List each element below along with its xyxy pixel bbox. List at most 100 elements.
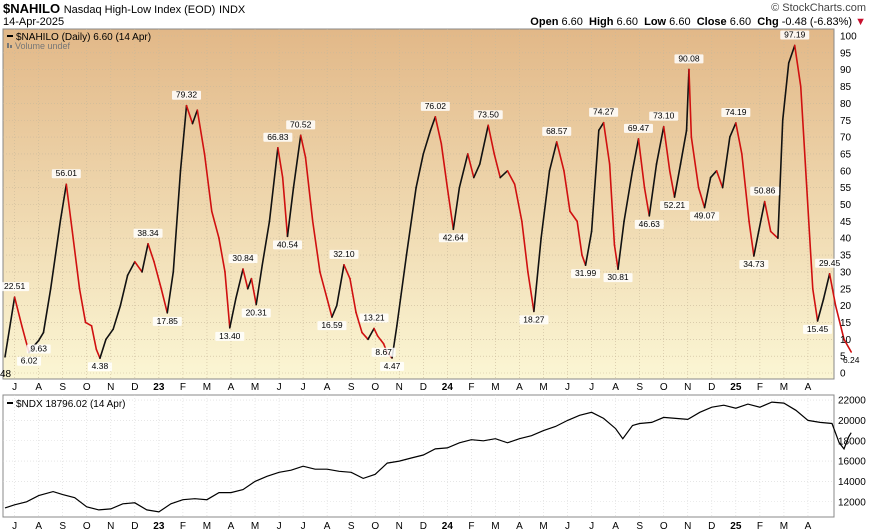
nahilo-segment [506, 170, 516, 186]
nahilo-segment [533, 237, 542, 313]
value-label-bg [420, 101, 450, 111]
value-label: 31.99 [571, 268, 601, 279]
x-tick-label: M [780, 382, 788, 393]
value-label-bg [172, 90, 202, 100]
open-label: Open [530, 16, 559, 28]
nahilo-segment [196, 109, 206, 155]
x-tick-label: J [589, 382, 594, 393]
value-label-text: 32.10 [333, 249, 355, 259]
nahilo-segment [42, 287, 52, 334]
index-name: Nasdaq High-Low Index (EOD) [63, 4, 216, 16]
ndx-y-axis: 12000 14000 16000 18000 20000 22000 [838, 396, 866, 509]
main-legend-title: $NAHILO (Daily) 6.60 (14 Apr) [16, 32, 151, 43]
x-tick-label: 24 [442, 521, 454, 532]
x-tick-label: S [348, 521, 355, 532]
value-label-bg [803, 324, 833, 334]
value-label: 15.45 [803, 324, 833, 334]
y-tick-label: 35 [840, 251, 852, 262]
nahilo-segment [13, 296, 23, 327]
x-tick-label: O [83, 521, 91, 532]
value-label: 42.64 [438, 232, 468, 243]
value-label-bg [359, 313, 389, 323]
nahilo-segment [304, 156, 314, 223]
nahilo-segment [112, 304, 122, 330]
x-tick-label: N [396, 382, 403, 393]
nahilo-segment [191, 109, 199, 125]
nahilo-segment [715, 170, 724, 189]
nahilo-segment [405, 186, 417, 256]
value-label: 17.85 [152, 316, 182, 326]
nahilo-segment [247, 277, 253, 290]
value-label-text: 56.01 [56, 168, 78, 178]
x-tick-label: A [35, 382, 42, 393]
nahilo-segment [415, 153, 425, 189]
x-tick-label: A [612, 521, 619, 532]
value-label: 29.45 [815, 258, 845, 268]
nahilo-segment [757, 200, 766, 233]
nahilo-segment [95, 348, 101, 360]
nahilo-segment [281, 176, 289, 238]
value-label: 32.10 [329, 249, 359, 259]
nahilo-segment [466, 153, 475, 179]
x-tick-label: 25 [730, 382, 742, 393]
nahilo-segment [299, 134, 307, 159]
value-label-bg [473, 110, 503, 120]
y-tick-label: 16000 [838, 457, 866, 468]
value-label: 56.01 [51, 168, 81, 179]
value-label: 69.47 [623, 123, 653, 133]
x-tick-label: 25 [730, 521, 742, 532]
value-label-text: 97.19 [784, 29, 806, 39]
x-tick-label: J [565, 521, 570, 532]
value-label-bg [739, 259, 769, 269]
ndx-line [4, 401, 852, 513]
y-tick-label: 45 [840, 217, 852, 228]
y-tick-label: 85 [840, 82, 852, 93]
value-label-bg [371, 347, 396, 357]
value-label-bg [215, 331, 245, 341]
value-label: 38.34 [133, 228, 163, 238]
x-tick-label: A [228, 382, 235, 393]
nahilo-segment [71, 230, 81, 290]
nahilo-segment [690, 136, 700, 189]
nahilo-segment [816, 298, 825, 322]
nahilo-segment [569, 210, 578, 223]
nahilo-segment [210, 210, 220, 239]
nahilo-segment [548, 141, 558, 172]
y-tick-label: 15 [840, 318, 852, 329]
nahilo-segment [153, 260, 163, 290]
x-tick-label: J [277, 521, 282, 532]
close-label: Close [696, 16, 727, 28]
nahilo-segment [805, 186, 814, 290]
nahilo-segment [741, 153, 750, 223]
x-tick-label: O [660, 521, 668, 532]
nahilo-segment [631, 138, 640, 172]
value-label-text: 6.02 [21, 356, 38, 366]
x-tick-label: M [491, 382, 499, 393]
value-label-text: 52.21 [664, 200, 686, 210]
value-label-bg [623, 123, 653, 133]
value-label-text: 79.32 [176, 90, 198, 100]
nahilo-segment [179, 104, 188, 172]
x-tick-label: M [780, 521, 788, 532]
nahilo-segment [277, 146, 284, 179]
value-label: 90.08 [674, 53, 704, 64]
y-tick-label: 22000 [838, 396, 866, 407]
nahilo-segment [602, 121, 611, 165]
main-panel-background [2, 28, 835, 380]
value-label: 9.63 [26, 344, 51, 354]
value-label-text: 18.27 [523, 314, 545, 324]
nahilo-segment [493, 153, 502, 179]
peak-trough-labels: 22.51 6.02 9.63 56.01 4.38 38.34 17.85 79.32 13.… [0, 29, 864, 372]
nahilo-segment [729, 122, 737, 138]
nahilo-segment [472, 163, 481, 179]
x-tick-label: A [516, 521, 523, 532]
nahilo-segment [662, 125, 671, 172]
x-tick-label: N [684, 521, 691, 532]
nahilo-segment [224, 271, 231, 329]
nahilo-segment [59, 183, 68, 223]
nahilo-segment [793, 44, 802, 88]
exchange: INDX [218, 4, 246, 16]
x-tick-label: J [565, 382, 570, 393]
x-tick-label: A [805, 521, 812, 532]
main-y-axis: 0 5 10 15 20 25 30 35 40 45 50 55 60 65 70 75 80 85 90 95 10… [840, 32, 857, 380]
